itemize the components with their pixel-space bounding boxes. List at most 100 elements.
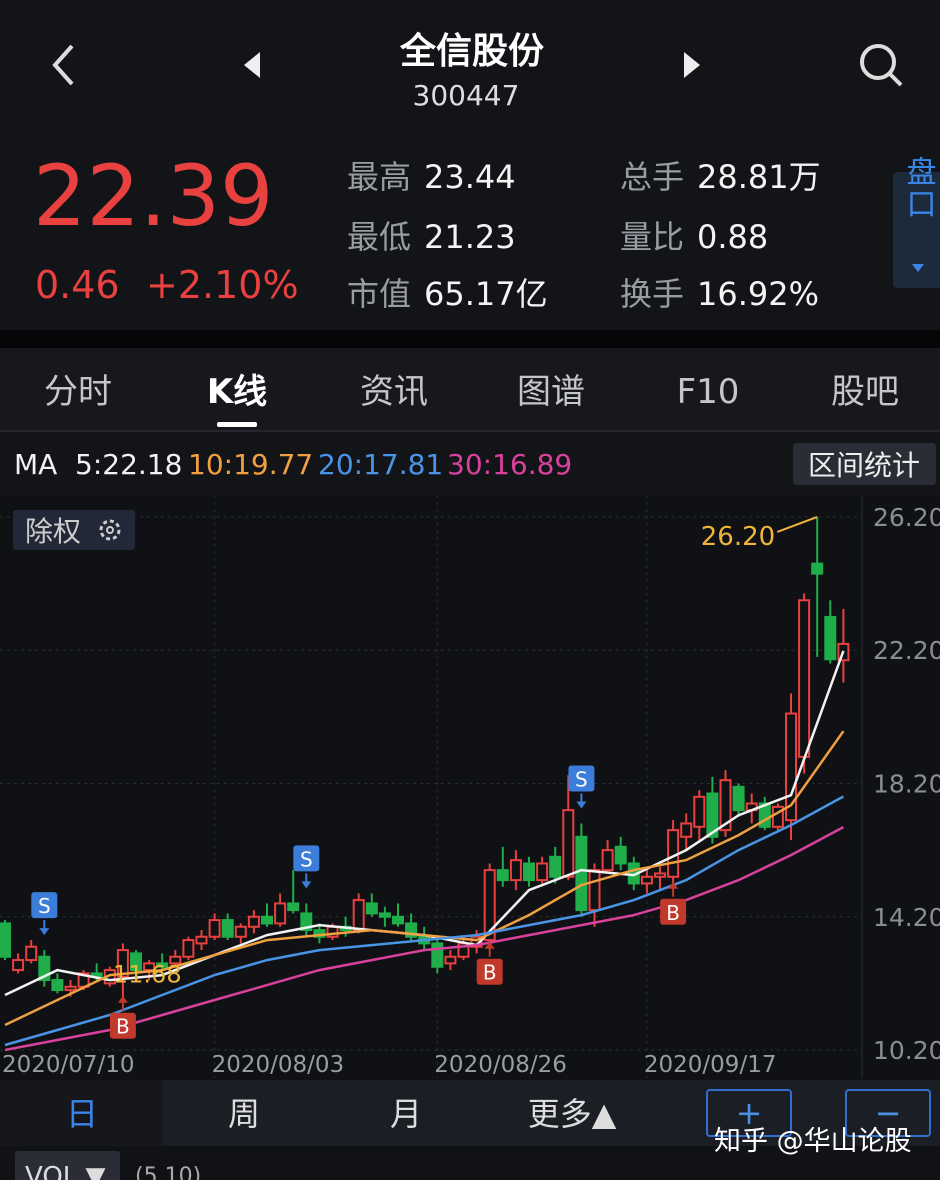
ma-label: MA	[14, 448, 57, 481]
y-tick-label: 18.20	[873, 770, 940, 799]
tab[interactable]: 分时	[44, 372, 112, 412]
candle-body	[261, 915, 273, 925]
search-button[interactable]	[860, 44, 903, 87]
stat-value: 16.92%	[697, 275, 819, 313]
candle-body	[352, 899, 365, 932]
ma-line	[4, 795, 844, 1047]
period-tab[interactable]: 更多▲	[528, 1095, 617, 1133]
signal-label: B	[116, 1015, 130, 1039]
candle-body	[195, 935, 208, 945]
tab[interactable]: F10	[677, 372, 740, 412]
candle-body	[509, 859, 522, 882]
candle-body	[247, 915, 260, 928]
y-tick-label: 22.20	[873, 636, 940, 665]
candle-body	[562, 809, 575, 878]
candle-body	[287, 902, 300, 912]
y-tick-label: 10.20	[873, 1036, 940, 1065]
tab[interactable]: 资讯	[360, 372, 428, 412]
low-label: 11.68	[113, 961, 182, 989]
indicator-bar	[0, 1146, 940, 1180]
candle-body	[12, 959, 25, 972]
ma-range-button[interactable]: 区间统计	[793, 443, 936, 485]
signal-label: S	[575, 767, 588, 791]
candle-body	[785, 712, 797, 822]
ma-value: 5:22.18	[75, 448, 182, 481]
button-label: +	[736, 1094, 763, 1132]
tab-underline	[217, 422, 257, 427]
candle-body	[38, 955, 51, 982]
y-tick-label: 14.20	[873, 903, 940, 932]
zoom-out[interactable]: −	[845, 1089, 931, 1137]
period-tab[interactable]: 日	[66, 1095, 98, 1133]
change-percent: +2.10%	[146, 263, 299, 307]
candle-body	[693, 795, 706, 828]
period-tab[interactable]: 月	[390, 1095, 422, 1133]
signal-badge	[293, 845, 320, 872]
stat-label: 最高	[347, 158, 411, 196]
y-tick-label: 26.20	[873, 503, 940, 532]
candle-body	[614, 845, 627, 865]
candle-body	[575, 835, 588, 912]
candle-body	[274, 902, 287, 925]
stat-label: 量比	[620, 218, 684, 256]
candle-body	[405, 922, 418, 938]
ma-value: 30:16.89	[447, 448, 572, 481]
candle-body	[758, 802, 771, 828]
tab[interactable]: K线	[207, 372, 267, 412]
signal-arrow-head	[301, 881, 312, 889]
signal-label: S	[38, 894, 51, 918]
candle-body	[169, 955, 182, 965]
candle-body	[156, 962, 169, 968]
period-tab[interactable]: 周	[228, 1095, 260, 1133]
indicator-button[interactable]: VOL ▼	[15, 1151, 120, 1180]
candle-body	[392, 915, 404, 925]
signal-badge	[109, 1012, 136, 1039]
side-button-label: 盘口	[901, 156, 936, 220]
adjust-button[interactable]: 除权	[13, 510, 135, 550]
ma-value: 10:19.77	[188, 448, 313, 481]
signal-arrow-head	[117, 995, 128, 1003]
button-bg	[15, 1151, 120, 1180]
stat-label: 换手	[620, 275, 684, 313]
candle-body	[680, 822, 693, 838]
tab[interactable]: 股吧	[831, 372, 899, 412]
candle-body	[706, 792, 719, 838]
next-stock[interactable]	[684, 52, 700, 78]
high-label: 26.20	[701, 522, 775, 552]
tab[interactable]: 图谱	[517, 372, 585, 412]
candle-body	[719, 779, 732, 832]
kline-chart: 26.20 22.20 18.20 14.20 10.20 2020/07/10 2020/…	[0, 495, 940, 1078]
candle-body	[798, 599, 811, 758]
stat-value: 23.44	[424, 158, 516, 196]
caret	[912, 264, 924, 272]
search-icon	[888, 72, 903, 87]
button-border	[845, 1089, 931, 1137]
stat-label: 市值	[347, 275, 411, 313]
signal-label: S	[300, 847, 313, 871]
prev-stock[interactable]	[244, 52, 260, 78]
signal-arrow-head	[668, 881, 679, 889]
candle-body	[431, 942, 444, 968]
candle-body	[483, 869, 496, 942]
tab-bar	[0, 348, 940, 430]
x-tick-label: 2020/09/17	[644, 1052, 777, 1078]
separator	[0, 330, 940, 348]
price: 22.39	[33, 147, 273, 245]
candle-body	[51, 979, 64, 992]
candle-body	[444, 955, 457, 965]
button-border	[706, 1089, 792, 1137]
ma-value: 20:17.81	[318, 448, 443, 481]
x-tick-label: 2020/08/03	[212, 1052, 345, 1078]
candle-body	[732, 785, 745, 812]
gear-icon	[99, 519, 121, 541]
candle-body	[182, 939, 195, 958]
candle-body	[470, 935, 483, 948]
candle-body	[549, 855, 562, 878]
back-button[interactable]	[52, 44, 74, 86]
zoom-in[interactable]: +	[706, 1089, 792, 1137]
indicator-params: (5,10)	[135, 1164, 201, 1180]
watermark: 知乎 @华山论股	[714, 1126, 912, 1157]
side-button[interactable]	[893, 172, 940, 288]
stat-value: 21.23	[424, 218, 516, 256]
period-active-bg	[0, 1080, 162, 1146]
